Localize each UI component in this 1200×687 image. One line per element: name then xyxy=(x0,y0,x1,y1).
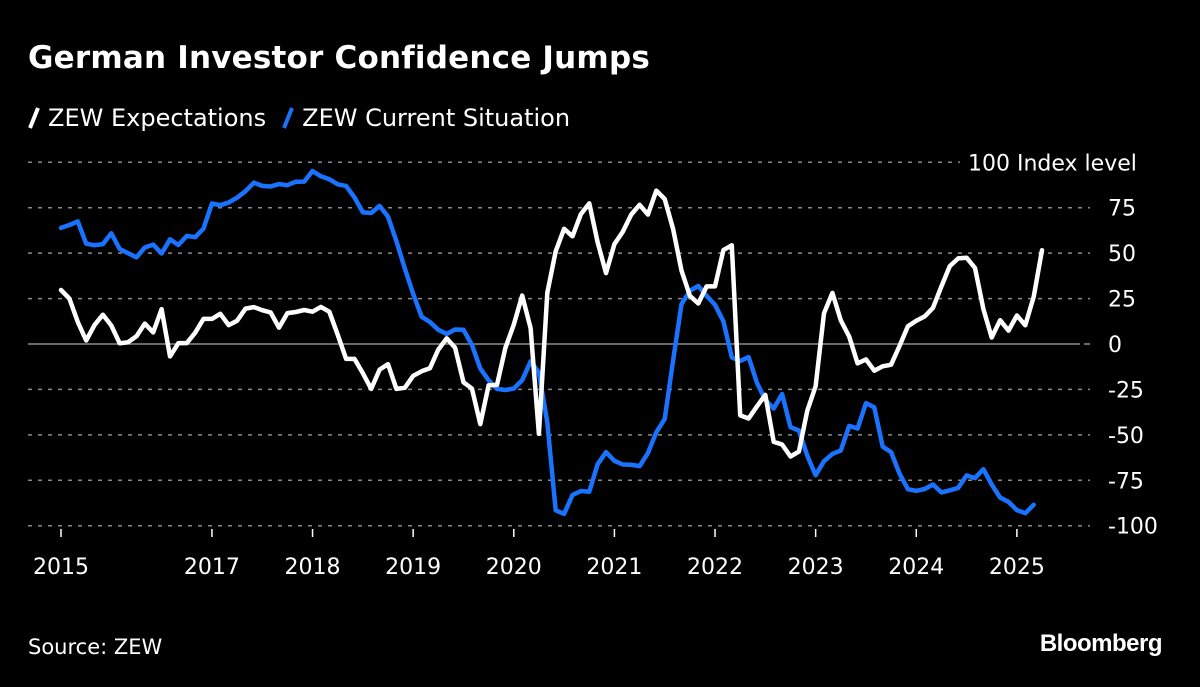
series-line-expectations xyxy=(58,188,1045,459)
chart-title: German Investor Confidence Jumps xyxy=(28,40,650,76)
x-tick-label: 2018 xyxy=(285,555,341,580)
gridlines xyxy=(28,161,1090,527)
legend-label-current-situation: ZEW Current Situation xyxy=(302,104,571,132)
x-tick-label: 2025 xyxy=(989,555,1045,580)
y-tick-label: 75 xyxy=(1108,197,1136,222)
series-lines xyxy=(58,168,1045,517)
x-tick-label: 2015 xyxy=(33,555,89,580)
y-tick-label: -25 xyxy=(1108,378,1144,403)
legend: ZEW Expectations ZEW Current Situation xyxy=(28,104,586,132)
y-tick-label: -100 xyxy=(1108,515,1158,540)
y-tick-label: 0 xyxy=(1108,333,1122,358)
legend-item-current-situation: ZEW Current Situation xyxy=(282,104,570,132)
x-tick-label: 2020 xyxy=(486,555,542,580)
x-tick-label: 2021 xyxy=(586,555,642,580)
y-tick-label: 25 xyxy=(1108,288,1136,313)
x-tick-label: 2019 xyxy=(385,555,441,580)
series-line-current-situation xyxy=(58,168,1036,517)
x-tick-label: 2023 xyxy=(788,555,844,580)
bloomberg-logo: Bloomberg xyxy=(1039,630,1163,657)
y-tick-label-top: 100 Index level xyxy=(968,151,1137,176)
source-note: Source: ZEW xyxy=(28,635,163,659)
y-tick-label: 50 xyxy=(1108,242,1136,267)
y-axis: 100 Index level 75 50 25 0 -25 -50 -75 -100 xyxy=(968,151,1158,539)
legend-swatch-expectations xyxy=(28,107,40,129)
legend-label-expectations: ZEW Expectations xyxy=(48,104,267,132)
x-tick-label: 2024 xyxy=(888,555,944,580)
x-tick-label: 2022 xyxy=(687,555,743,580)
x-axis: 2015 2017 2018 2019 2020 2021 2022 2023 2024 2025 xyxy=(33,529,1045,580)
legend-item-expectations: ZEW Expectations xyxy=(28,104,266,132)
y-tick-label: -75 xyxy=(1108,469,1144,494)
y-tick-label: -50 xyxy=(1108,424,1144,449)
legend-swatch-current-situation xyxy=(282,107,294,129)
x-tick-label: 2017 xyxy=(184,555,240,580)
